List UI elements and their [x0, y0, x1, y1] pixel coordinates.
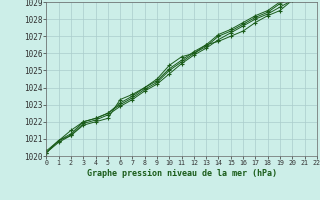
X-axis label: Graphe pression niveau de la mer (hPa): Graphe pression niveau de la mer (hPa) — [87, 169, 276, 178]
